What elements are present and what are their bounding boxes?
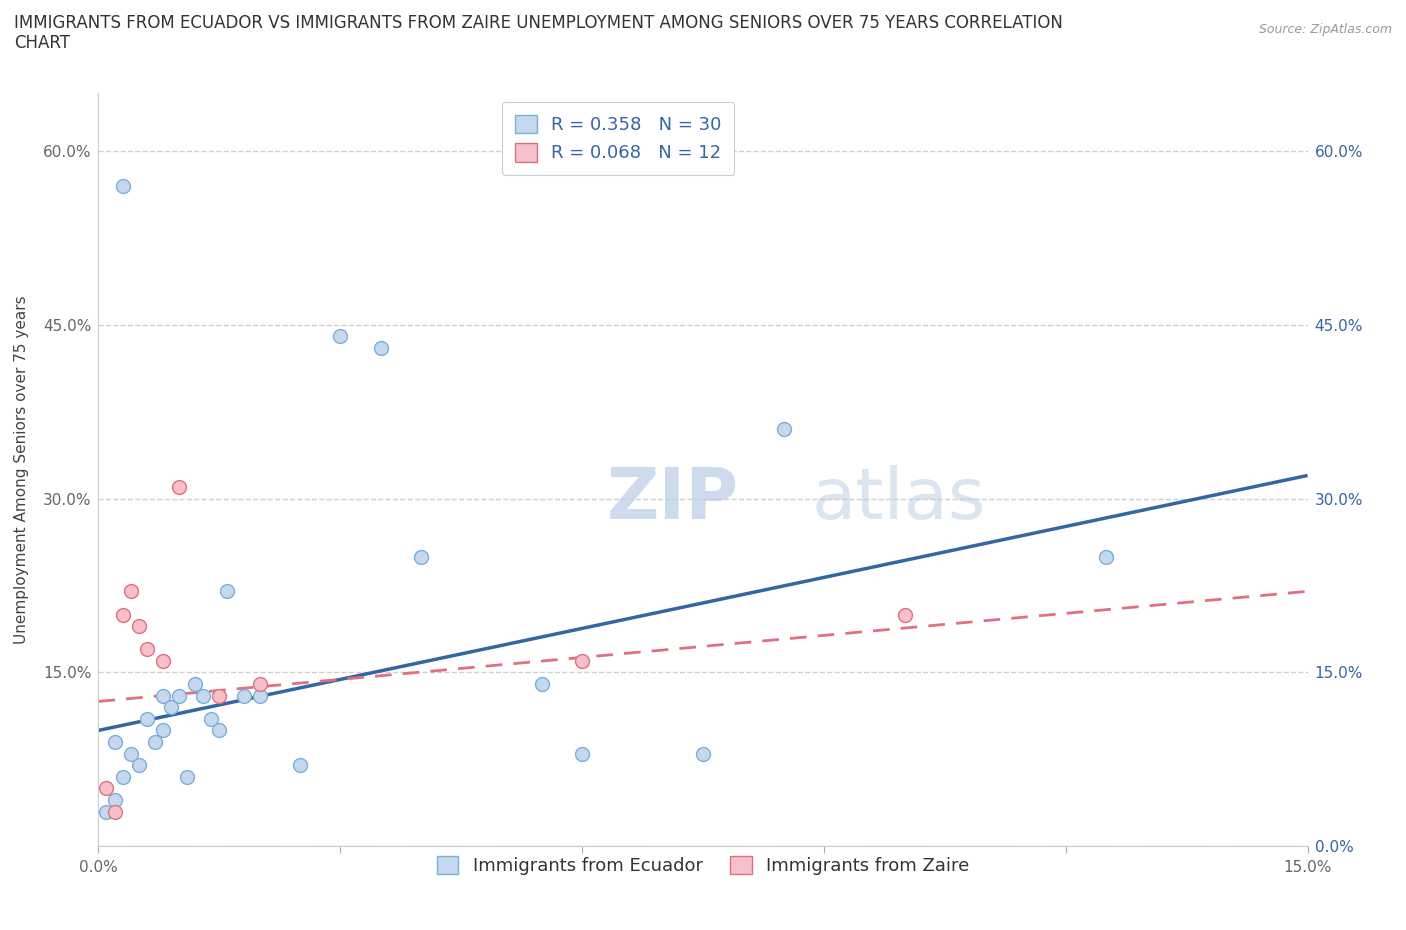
Y-axis label: Unemployment Among Seniors over 75 years: Unemployment Among Seniors over 75 years [14,296,30,644]
Point [288,758,311,773]
Point [571,654,593,669]
Point [208,688,231,703]
Point [193,688,215,703]
Point [96,781,118,796]
Point [143,735,166,750]
Point [208,723,231,737]
Point [530,677,553,692]
Point [135,711,157,726]
Text: Source: ZipAtlas.com: Source: ZipAtlas.com [1258,23,1392,36]
Text: ZIP: ZIP [606,465,738,534]
Point [152,723,174,737]
Point [232,688,254,703]
Text: CHART: CHART [14,34,70,52]
Point [1095,549,1118,564]
Point [152,688,174,703]
Point [103,804,125,819]
Point [120,584,142,599]
Point [120,746,142,761]
Point [200,711,222,726]
Point [692,746,714,761]
Point [111,769,134,784]
Point [96,804,118,819]
Point [370,340,392,355]
Point [128,618,150,633]
Point [772,421,794,436]
Point [152,654,174,669]
Point [128,758,150,773]
Legend: Immigrants from Ecuador, Immigrants from Zaire: Immigrants from Ecuador, Immigrants from… [429,849,977,883]
Point [176,769,198,784]
Point [329,329,352,344]
Point [409,549,432,564]
Text: IMMIGRANTS FROM ECUADOR VS IMMIGRANTS FROM ZAIRE UNEMPLOYMENT AMONG SENIORS OVER: IMMIGRANTS FROM ECUADOR VS IMMIGRANTS FR… [14,14,1063,32]
Point [571,746,593,761]
Point [217,584,239,599]
Point [103,735,125,750]
Point [135,642,157,657]
Point [111,607,134,622]
Point [160,699,183,714]
Point [249,688,271,703]
Point [103,792,125,807]
Point [167,688,190,703]
Point [249,677,271,692]
Point [893,607,915,622]
Point [111,179,134,193]
Text: atlas: atlas [811,465,986,534]
Point [184,677,207,692]
Point [167,480,190,495]
